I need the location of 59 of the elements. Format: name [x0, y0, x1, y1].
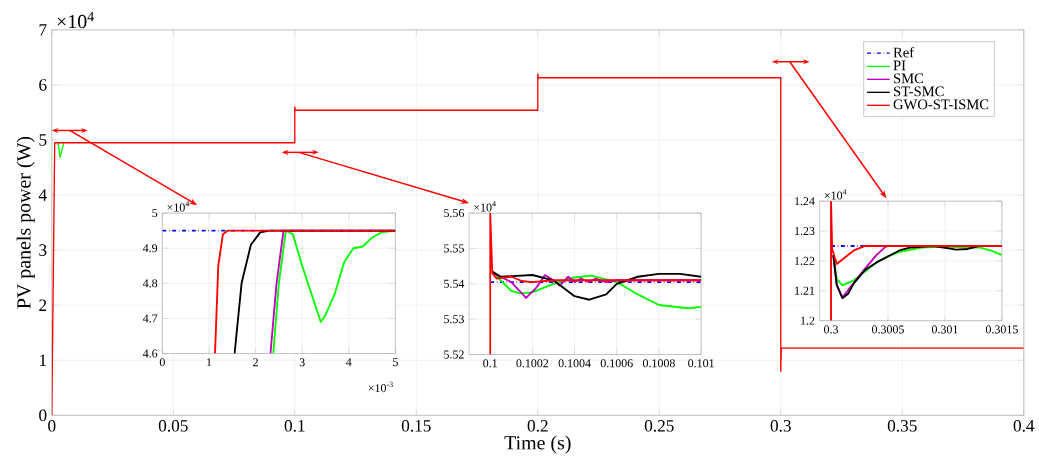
x-tick-label: 0.101 [688, 359, 714, 368]
y-tick-label: 4.7 [142, 314, 158, 323]
y-tick-label: 1.24 [795, 197, 815, 206]
x-tick-label: 0 [159, 358, 165, 367]
y-tick-label: 2 [39, 299, 47, 311]
x-tick-label: 0.15 [401, 419, 431, 432]
y-tick-label: 3 [39, 244, 47, 256]
y-tick-label: 5.54 [444, 279, 465, 288]
y-tick-label: 4 [38, 189, 47, 201]
x-tick-label: 0.3 [824, 325, 839, 334]
x-axis-title: Time (s) [504, 435, 571, 454]
legend-label: PI [893, 60, 906, 71]
x-tick-label: 0.1004 [558, 359, 591, 368]
y-tick-label: 1.22 [795, 256, 815, 265]
y-tick-label: 5.56 [444, 209, 465, 218]
x-tick-label: 0.35 [887, 419, 917, 432]
y-tick-label: 5.53 [444, 315, 464, 324]
legend-label: GWO-ST-ISMC [893, 99, 989, 110]
y-tick-label: 0 [39, 409, 47, 422]
y-tick-label: 1.23 [795, 226, 815, 236]
x-tick-label: 0.1008 [642, 359, 675, 368]
annotation: ×10$^{4}$ [474, 201, 496, 212]
y-tick-label: 7 [39, 24, 47, 36]
x-tick-label: 0.1 [284, 419, 305, 432]
y-tick-label: 5.55 [444, 244, 464, 253]
text: ×10$^{4}$ [57, 11, 94, 29]
legend-label: Ref [893, 46, 915, 58]
y-tick-label: 5 [152, 209, 158, 218]
annotation: ×10$^{4}$ [167, 201, 190, 212]
y-tick-label: 6 [39, 79, 47, 91]
y-tick-label: 4.6 [142, 349, 158, 358]
y-tick-label: 5 [39, 134, 47, 146]
legend-label: ST-SMC [894, 86, 944, 97]
annotation: ×10$^{-3}$ [368, 381, 393, 393]
y-tick-label: 5.52 [444, 350, 464, 359]
y-tick-label: 4.8 [142, 279, 158, 288]
x-tick-label: 0.3015 [985, 325, 1018, 334]
x-tick-label: 0.2 [527, 419, 548, 432]
x-tick-label: 2 [253, 358, 258, 367]
y-tick-label: 4.9 [142, 244, 158, 253]
x-tick-label: 3 [299, 358, 305, 367]
annotation: ×10$^{4}$ [824, 189, 847, 200]
x-tick-label: 5 [393, 358, 398, 367]
y-tick-label: 1.21 [795, 286, 815, 295]
y-axis-title: PV panels power (W) [16, 136, 35, 309]
x-tick-label: 0 [48, 419, 56, 432]
x-tick-label: 0.05 [158, 419, 188, 432]
x-tick-label: 4 [346, 358, 352, 367]
x-tick-label: 0.1002 [516, 359, 549, 368]
legend-label: SMC [894, 73, 924, 84]
y-tick-label: 1.2 [801, 316, 815, 325]
x-tick-label: 0.4 [1013, 419, 1035, 432]
x-tick-label: 0.1006 [600, 359, 633, 368]
x-tick-label: 1 [207, 358, 212, 367]
x-tick-label: 0.3 [770, 419, 791, 432]
x-tick-label: 0.301 [931, 325, 958, 334]
x-tick-label: 0.3005 [872, 325, 904, 334]
x-tick-label: 0.25 [644, 419, 674, 432]
x-tick-label: 0.1 [483, 359, 497, 368]
